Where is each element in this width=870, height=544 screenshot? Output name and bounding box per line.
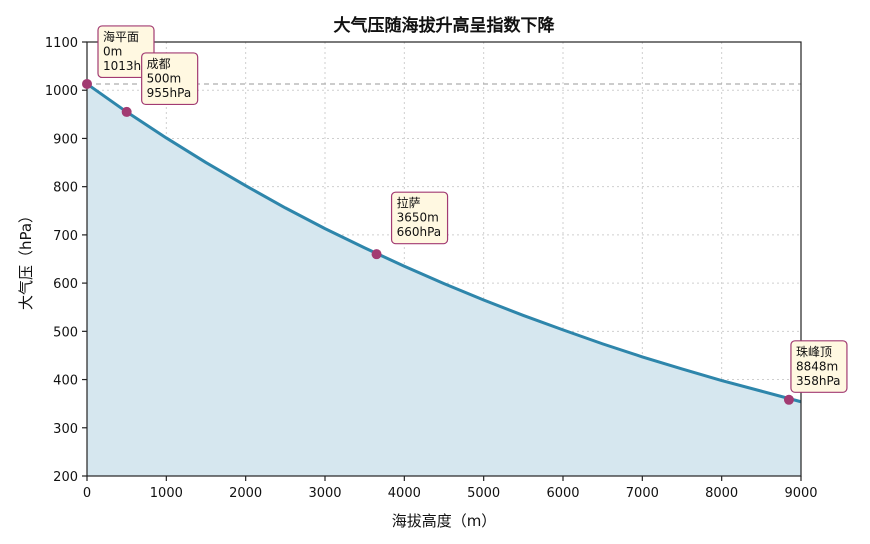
annotation-text: 拉萨	[397, 195, 421, 210]
annotation-text: 955hPa	[147, 86, 192, 100]
pressure-curve	[86, 82, 802, 404]
annotation-text: 海平面	[103, 29, 139, 44]
annotation-text: 8848m	[796, 359, 838, 373]
x-tick-label: 7000	[626, 486, 659, 501]
y-tick-label: 1000	[45, 84, 78, 99]
annotation-box	[390, 191, 449, 245]
annotation-text: 珠峰顶	[796, 345, 832, 359]
y-tick-label: 500	[53, 325, 78, 340]
annotation-box	[790, 340, 848, 393]
data-point	[783, 394, 794, 405]
y-tick-label: 900	[53, 132, 78, 147]
y-tick-label: 700	[53, 229, 78, 244]
annotation-text: 500m	[147, 71, 182, 85]
annotation-box	[141, 52, 199, 106]
y-tick-label: 300	[53, 422, 78, 437]
annotation-text: 成都	[147, 57, 171, 71]
y-tick-label: 800	[53, 181, 78, 196]
annotations: 海平面0m1013hPa成都500m955hPa拉萨3650m660hPa珠峰顶…	[97, 25, 848, 393]
x-tick-label: 3000	[308, 486, 341, 501]
annotation-text: 660hPa	[397, 225, 442, 239]
area-layer	[87, 83, 801, 476]
ticks: 0 1000 2000 3000 4000 5000 6000 7000 8000 9000 200…	[45, 36, 818, 501]
data-points	[82, 78, 794, 405]
annotation-box	[97, 25, 155, 79]
area-fill	[87, 83, 801, 476]
x-tick-label: 4000	[388, 486, 421, 501]
annotation-text: 3650m	[397, 211, 439, 225]
y-axis-label: 大气压（hPa）	[17, 208, 35, 310]
y-tick-label: 400	[53, 374, 78, 389]
data-point	[121, 106, 132, 117]
annotation-text: 0m	[103, 44, 122, 58]
x-tick-label: 2000	[229, 486, 262, 501]
x-axis-label: 海拔高度（m）	[392, 512, 497, 530]
y-tick-label: 1100	[45, 36, 78, 51]
data-point	[371, 249, 382, 260]
x-tick-label: 9000	[784, 486, 817, 501]
line-layer	[86, 82, 802, 404]
data-point	[82, 78, 92, 89]
annotation-text: 358hPa	[796, 374, 841, 388]
x-tick-label: 1000	[150, 486, 183, 501]
x-tick-label: 8000	[705, 486, 738, 501]
x-tick-label: 5000	[467, 486, 500, 501]
x-tick-label: 6000	[546, 486, 579, 501]
chart-title: 大气压随海拔升高呈指数下降	[334, 15, 556, 36]
y-tick-label: 200	[53, 470, 78, 485]
y-tick-label: 600	[53, 277, 78, 292]
x-tick-label: 0	[83, 486, 91, 501]
plot-frame	[86, 41, 802, 477]
